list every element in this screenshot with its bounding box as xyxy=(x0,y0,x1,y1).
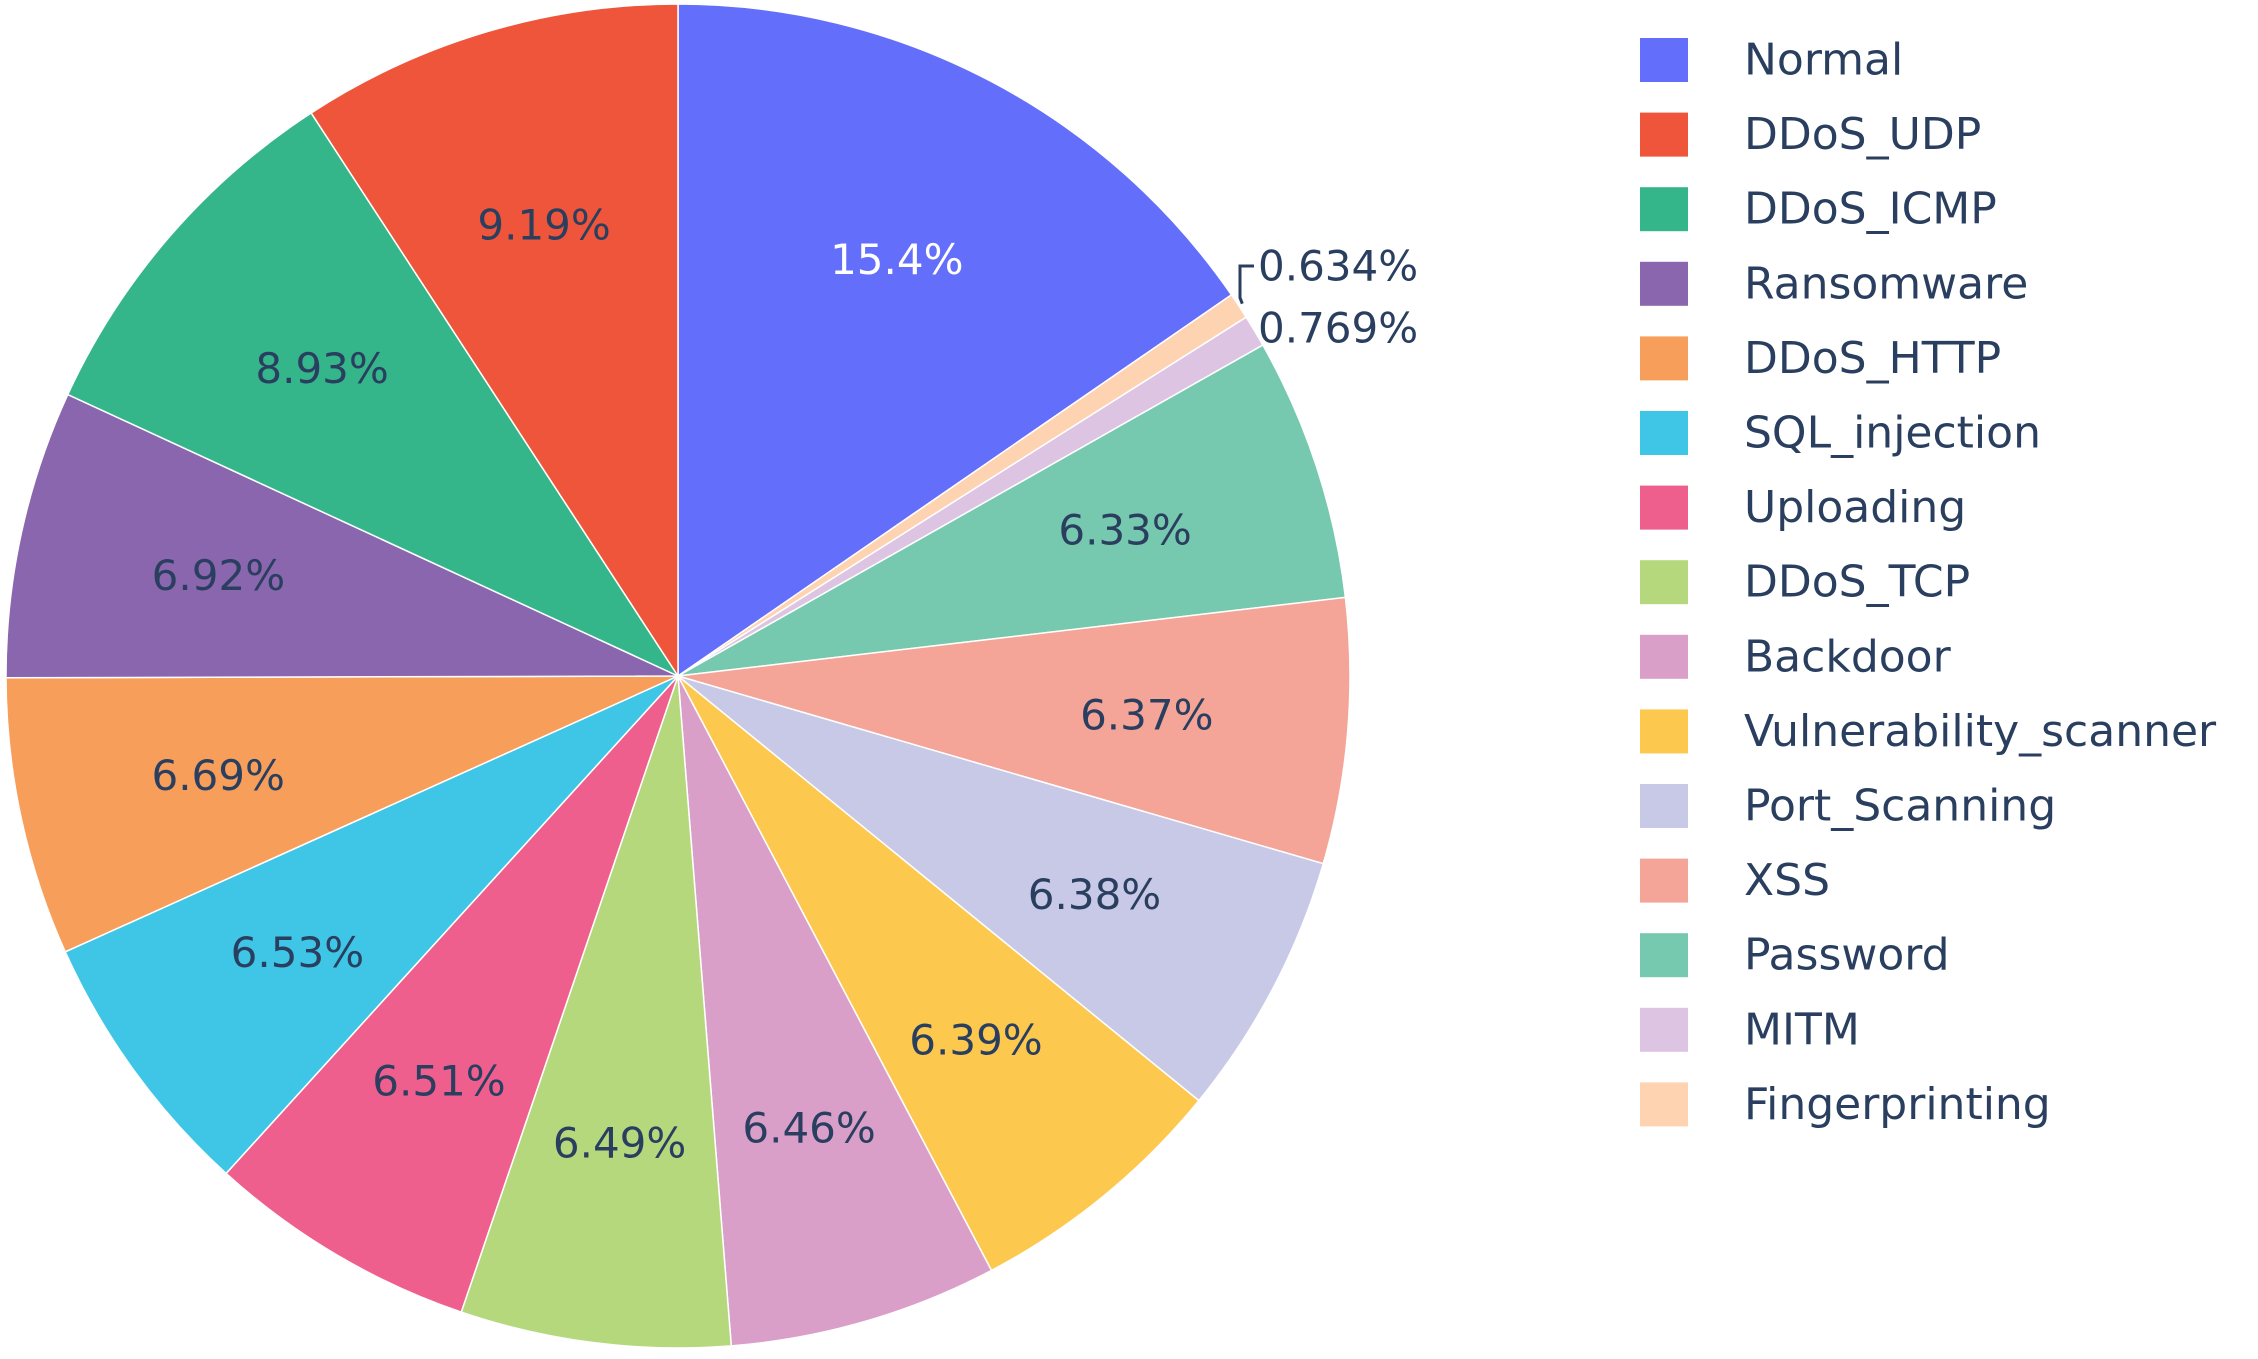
pie-slice-port-scanning[interactable] xyxy=(677,675,1325,1102)
legend-label-xss[interactable]: XSS xyxy=(1744,855,1830,906)
legend-label-normal[interactable]: Normal xyxy=(1744,35,1903,86)
pie-slice-xss[interactable] xyxy=(677,596,1351,865)
legend-swatch-ddos-tcp[interactable] xyxy=(1640,560,1688,605)
legend-swatch-mitm[interactable] xyxy=(1640,1007,1688,1052)
legend-label-uploading[interactable]: Uploading xyxy=(1744,482,1966,533)
slice-label-xss: 6.37% xyxy=(1080,691,1213,740)
slice-label-ddos-tcp: 6.49% xyxy=(553,1118,686,1167)
pie-slice-ddos-udp[interactable] xyxy=(310,3,679,679)
pie-slice-backdoor[interactable] xyxy=(677,675,993,1347)
pie-slice-sql-injection[interactable] xyxy=(64,675,679,1175)
legend-label-ransomware[interactable]: Ransomware xyxy=(1744,258,2028,309)
legend-swatch-uploading[interactable] xyxy=(1640,485,1688,530)
legend-label-sql-injection[interactable]: SQL_injection xyxy=(1744,408,2041,459)
slice-label-ddos-http: 6.69% xyxy=(151,751,284,800)
leader-line-fingerprinting xyxy=(1238,264,1254,305)
slice-label-vulnerability-scanner: 6.39% xyxy=(909,1016,1042,1065)
pie-slices xyxy=(5,3,1351,1349)
pie-slice-ransomware[interactable] xyxy=(5,393,679,679)
slice-label-normal: 15.4% xyxy=(830,235,963,284)
legend-swatch-ddos-udp[interactable] xyxy=(1640,112,1688,157)
legend-label-vulnerability-scanner[interactable]: Vulnerability_scanner xyxy=(1744,706,2217,757)
pie-slice-password[interactable] xyxy=(677,344,1347,677)
legend-swatch-xss[interactable] xyxy=(1640,858,1688,903)
legend-swatch-normal[interactable] xyxy=(1640,38,1688,82)
legend-swatch-backdoor[interactable] xyxy=(1640,634,1688,679)
pie-slice-ddos-tcp[interactable] xyxy=(460,675,733,1349)
slice-label-mitm: 0.769% xyxy=(1258,304,1418,353)
pie-slice-uploading[interactable] xyxy=(225,675,679,1314)
legend-label-port-scanning[interactable]: Port_Scanning xyxy=(1744,781,2056,832)
legend-swatch-port-scanning[interactable] xyxy=(1640,784,1688,828)
legend-swatch-sql-injection[interactable] xyxy=(1640,411,1688,455)
legend-swatch-ddos-http[interactable] xyxy=(1640,336,1688,381)
legend-label-ddos-http[interactable]: DDoS_HTTP xyxy=(1744,333,2001,384)
slice-label-ddos-udp: 9.19% xyxy=(477,201,610,250)
slice-label-backdoor: 6.46% xyxy=(742,1103,875,1152)
slice-label-ddos-icmp: 8.93% xyxy=(255,344,388,393)
slice-label-port-scanning: 6.38% xyxy=(1028,870,1161,919)
slice-label-uploading: 6.51% xyxy=(372,1057,505,1106)
legend-label-ddos-icmp[interactable]: DDoS_ICMP xyxy=(1744,184,1997,235)
legend: Normal DDoS_UDP DDoS_ICMP Ransomware DDoS_HT… xyxy=(1640,35,2217,1130)
legend-label-ddos-udp[interactable]: DDoS_UDP xyxy=(1744,109,1981,160)
slice-label-password: 6.33% xyxy=(1058,505,1191,554)
pie-slice-vulnerability-scanner[interactable] xyxy=(677,675,1200,1272)
legend-swatch-ransomware[interactable] xyxy=(1640,261,1688,306)
legend-label-password[interactable]: Password xyxy=(1744,930,1950,981)
slice-label-fingerprinting: 0.634% xyxy=(1258,242,1418,291)
pie-slice-ddos-icmp[interactable] xyxy=(66,111,681,678)
legend-swatch-vulnerability-scanner[interactable] xyxy=(1640,709,1688,754)
legend-label-mitm[interactable]: MITM xyxy=(1744,1004,1860,1055)
legend-swatch-ddos-icmp[interactable] xyxy=(1640,187,1688,232)
legend-label-ddos-tcp[interactable]: DDoS_TCP xyxy=(1744,557,1970,608)
pie-slice-labels: 15.4% 6.33% 6.37% 6.38% 6.39% 6.46% 6.49% 6.51%… xyxy=(151,201,1418,1168)
legend-swatch-fingerprinting[interactable] xyxy=(1640,1082,1688,1127)
pie-slice-ddos-http[interactable] xyxy=(5,675,679,953)
slice-label-ransomware: 6.92% xyxy=(152,551,285,600)
slice-label-sql-injection: 6.53% xyxy=(231,928,364,977)
legend-swatch-password[interactable] xyxy=(1640,933,1688,978)
legend-label-fingerprinting[interactable]: Fingerprinting xyxy=(1744,1079,2051,1130)
pie-slice-normal[interactable] xyxy=(677,3,1233,678)
legend-label-backdoor[interactable]: Backdoor xyxy=(1744,631,1952,682)
